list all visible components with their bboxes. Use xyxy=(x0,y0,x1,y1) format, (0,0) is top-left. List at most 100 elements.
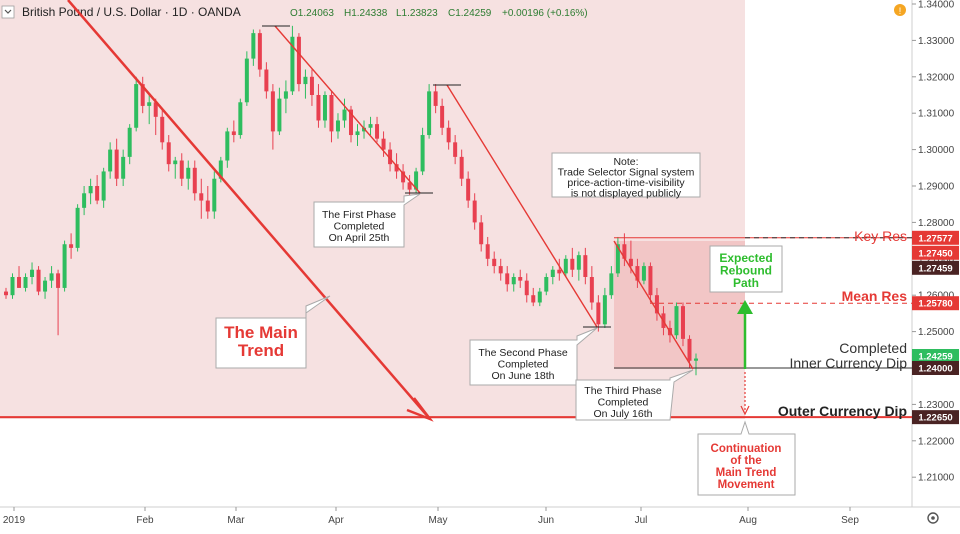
candle-body xyxy=(88,186,93,194)
candle-body xyxy=(641,266,646,281)
candle-body xyxy=(615,244,620,274)
candle-body xyxy=(446,127,451,143)
candle-body xyxy=(394,164,399,172)
candle-body xyxy=(199,193,204,201)
candle-body xyxy=(557,269,562,274)
candle-body xyxy=(75,207,80,248)
candle-body xyxy=(82,193,87,208)
candle-body xyxy=(381,138,386,150)
candle-body xyxy=(511,277,516,285)
note-callout: Note: Trade Selector Signal system price-a… xyxy=(551,152,701,200)
candle-body xyxy=(355,131,360,136)
key-res-label: Key Res xyxy=(854,228,907,244)
x-tick-label: Feb xyxy=(136,515,154,526)
candle-body xyxy=(251,33,256,59)
alert-icon[interactable]: ! xyxy=(894,4,906,16)
candle-body xyxy=(186,167,191,179)
completed-label: Completed Inner Currency Dip xyxy=(790,340,908,371)
price-tag-label: 1.22650 xyxy=(918,413,952,424)
candle-body xyxy=(17,277,22,288)
candle-body xyxy=(531,295,536,303)
candle-body xyxy=(101,171,106,201)
candle-body xyxy=(414,171,419,190)
collapse-icon[interactable] xyxy=(1,5,15,19)
price-tag xyxy=(912,245,959,260)
low-value: L1.23823 xyxy=(396,8,438,19)
main-trend-arrowhead xyxy=(406,397,434,422)
second-phase-line xyxy=(446,84,598,328)
candle-body xyxy=(283,91,288,99)
candle-body xyxy=(166,142,171,165)
candle-body xyxy=(550,269,555,277)
candle-body xyxy=(687,338,692,361)
candle-body xyxy=(205,200,210,212)
candle-body xyxy=(388,149,393,165)
candle-body xyxy=(570,258,575,270)
x-tick-label: May xyxy=(429,515,448,526)
candle-body xyxy=(121,156,126,179)
third-phase-line xyxy=(613,240,694,370)
candle-body xyxy=(179,160,184,179)
candle-body xyxy=(108,149,113,172)
y-tick-label: 1.27000 xyxy=(918,254,955,265)
price-tag-label: 1.27450 xyxy=(918,248,952,259)
x-tick-label: Mar xyxy=(227,515,245,526)
y-tick-label: 1.33000 xyxy=(918,36,955,47)
candle-body xyxy=(583,255,588,277)
candle-body xyxy=(329,95,334,132)
y-tick-label: 1.32000 xyxy=(918,72,955,83)
candle-body xyxy=(576,255,581,270)
candle-body xyxy=(62,244,67,288)
candle-body xyxy=(589,277,594,303)
main-trend-label: The Main Trend xyxy=(224,323,298,360)
y-tick-label: 1.31000 xyxy=(918,109,955,120)
x-tick-label: Jul xyxy=(635,515,648,526)
y-tick-label: 1.21000 xyxy=(918,473,955,484)
candle-body xyxy=(433,91,438,106)
candle-body xyxy=(95,186,100,201)
candle-body xyxy=(277,98,282,132)
y-tick-label: 1.28000 xyxy=(918,218,955,229)
candle-body xyxy=(420,135,425,172)
candle-body xyxy=(36,269,41,292)
candle-body xyxy=(375,124,380,139)
continuation-callout: Continuation of the Main Trend Movement xyxy=(697,420,796,496)
candle-body xyxy=(459,156,464,179)
candle-body xyxy=(505,273,510,285)
second-phase-callout: The Second Phase Completed On June 18th xyxy=(469,327,598,386)
candle-body xyxy=(127,127,132,157)
candle-body xyxy=(225,131,230,161)
mean-res-label: Mean Res xyxy=(842,288,908,304)
close-value: C1.24259 xyxy=(448,8,492,19)
candle-body xyxy=(479,222,484,245)
second-phase-label: The Second Phase Completed On June 18th xyxy=(478,347,567,382)
first-phase-line xyxy=(274,25,421,194)
candle-body xyxy=(160,116,165,143)
candle-body xyxy=(10,277,15,296)
expected-rebound-callout: Expected Rebound Path xyxy=(709,245,783,293)
price-tag xyxy=(912,349,959,363)
settings-icon[interactable] xyxy=(927,512,939,524)
candle-body xyxy=(153,102,158,117)
first-phase-label: The First Phase Completed On April 25th xyxy=(322,209,396,244)
candle-body xyxy=(173,160,178,165)
candle-body xyxy=(563,258,568,274)
level-lines xyxy=(0,237,912,419)
header: British Pound / U.S. Dollar · 1D · OANDA… xyxy=(1,2,906,22)
note-label: Note: Trade Selector Signal system price-a… xyxy=(558,156,695,200)
price-tag xyxy=(912,230,959,245)
main-trend-callout: The Main Trend xyxy=(215,295,331,369)
third-phase-label: The Third Phase Completed On July 16th xyxy=(584,385,662,420)
y-tick-label: 1.30000 xyxy=(918,145,955,156)
candle-body xyxy=(680,306,685,339)
price-tag-label: 1.27459 xyxy=(918,263,952,274)
candle-body xyxy=(440,105,445,128)
y-tick-label: 1.25000 xyxy=(918,327,955,338)
candle-body xyxy=(368,124,373,128)
candle-body xyxy=(466,178,471,201)
price-tag xyxy=(912,410,959,425)
symbol-label[interactable]: British Pound / U.S. Dollar · 1D · OANDA xyxy=(22,5,241,19)
y-tick-label: 1.22000 xyxy=(918,436,955,447)
